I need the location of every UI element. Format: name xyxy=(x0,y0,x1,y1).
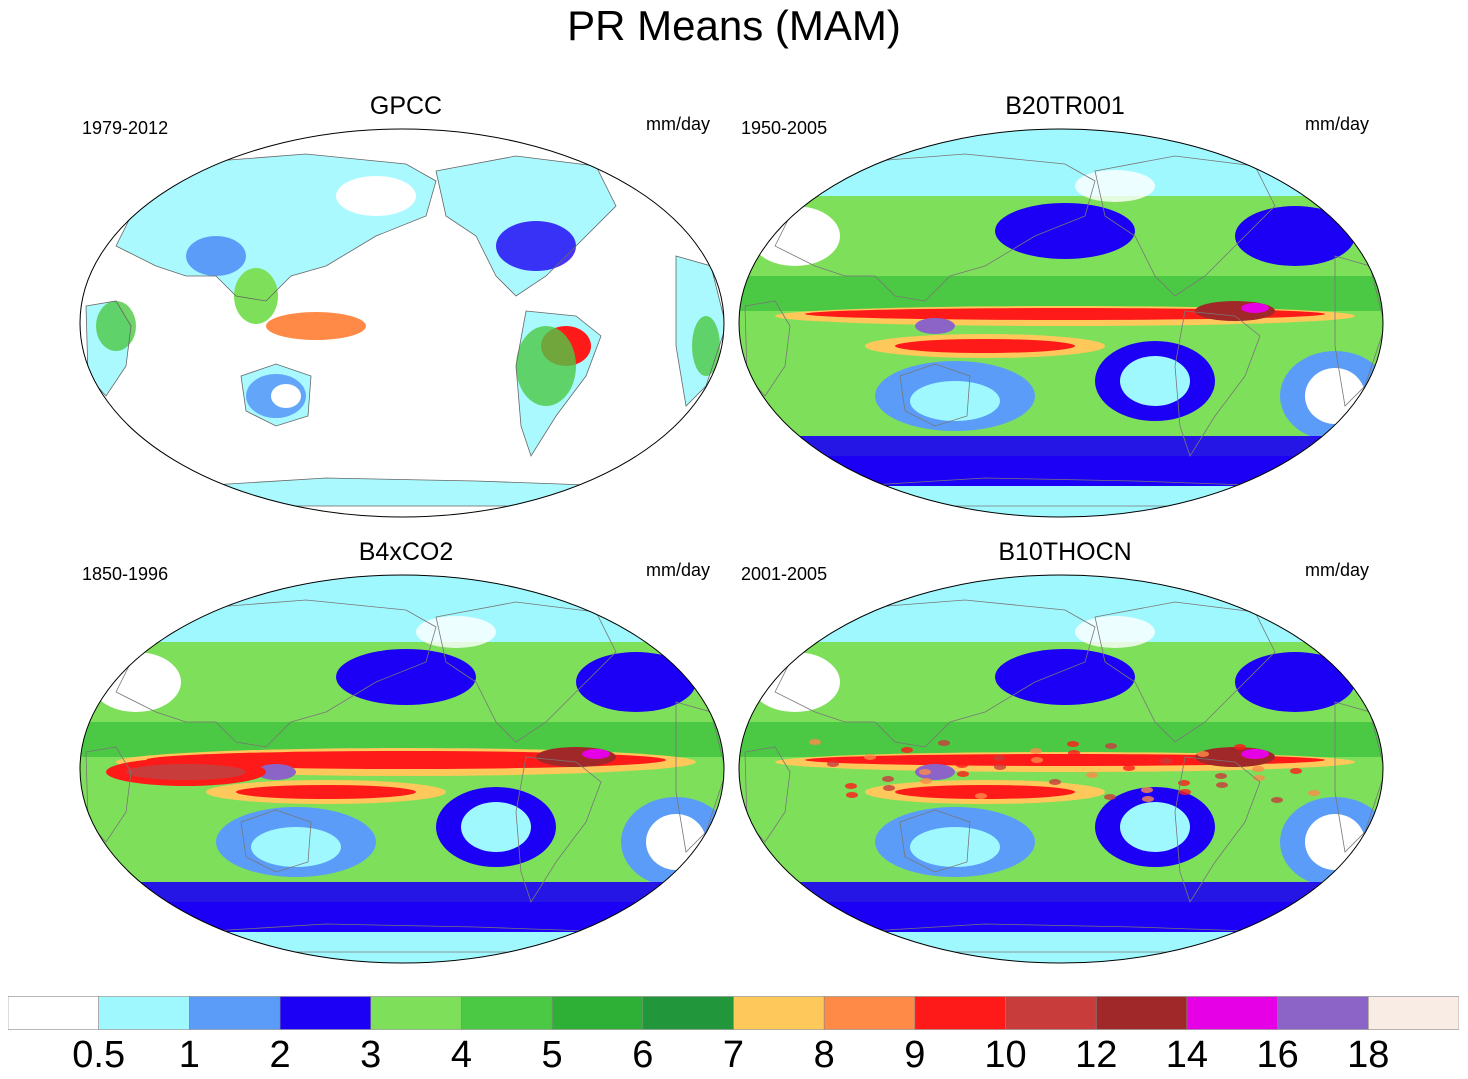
colorbar-segment xyxy=(1368,996,1459,1030)
colorbar-segment xyxy=(1186,996,1278,1030)
colorbar-segment xyxy=(823,996,916,1030)
colorbar-segment xyxy=(914,996,1006,1030)
colorbar-tick-label: 1 xyxy=(178,1034,200,1076)
colorbar-tick-label: 4 xyxy=(450,1034,473,1076)
panel-title: GPCC xyxy=(369,92,443,120)
colorbar-tick-label: 18 xyxy=(1347,1034,1390,1076)
colorbar-segment xyxy=(279,996,372,1030)
colorbar-segment xyxy=(189,996,281,1030)
panel-period: 1979-2012 xyxy=(82,118,169,138)
panel-units: mm/day xyxy=(1304,114,1369,134)
colorbar-segment xyxy=(370,996,462,1030)
colorbar-segment xyxy=(733,996,825,1030)
colorbar-segment xyxy=(1277,996,1369,1030)
precip-map xyxy=(79,128,725,518)
colorbar-segment xyxy=(98,996,190,1030)
map-panel-b4xco2: B4xCO2 1850-1996 mm/day xyxy=(76,538,736,964)
precip-map xyxy=(738,128,1384,518)
colorbar-tick-label: 14 xyxy=(1165,1034,1209,1076)
colorbar-tick-label: 3 xyxy=(360,1034,382,1076)
colorbar-tick-label: 16 xyxy=(1256,1034,1299,1076)
colorbar-segment xyxy=(8,996,99,1030)
colorbar-tick-label: 9 xyxy=(904,1034,926,1076)
colorbar-tick-label: 10 xyxy=(984,1034,1027,1076)
colorbar-segment xyxy=(1005,996,1097,1030)
map-panel-gpcc: GPCC 1979-2012 mm/day xyxy=(76,92,736,518)
colorbar-tick-label: 8 xyxy=(813,1034,835,1076)
map-panel-b20tr001: B20TR001 1950-2005 mm/day xyxy=(735,92,1395,518)
colorbar-tick-label: 6 xyxy=(632,1034,654,1076)
colorbar-segment xyxy=(461,996,553,1030)
colorbar-segment xyxy=(642,996,734,1030)
colorbar-tick-label: 0.5 xyxy=(72,1034,126,1076)
panel-title: B10THOCN xyxy=(998,538,1132,566)
colorbar-tick-label: 5 xyxy=(541,1034,563,1076)
colorbar-segment xyxy=(551,996,644,1030)
figure-title: PR Means (MAM) xyxy=(567,2,901,49)
panel-period: 1950-2005 xyxy=(741,118,828,138)
panel-period: 1850-1996 xyxy=(82,564,169,584)
panel-units: mm/day xyxy=(645,560,710,580)
colorbar-tick-label: 2 xyxy=(269,1034,291,1076)
panel-units: mm/day xyxy=(1304,560,1369,580)
colorbar xyxy=(8,996,1459,1030)
precip-map xyxy=(738,574,1384,964)
panel-period: 2001-2005 xyxy=(741,564,828,584)
panel-title: B20TR001 xyxy=(1005,92,1125,120)
panel-units: mm/day xyxy=(645,114,710,134)
panel-title: B4xCO2 xyxy=(358,538,454,566)
map-panel-b10thocn: B10THOCN 2001-2005 mm/day xyxy=(735,538,1395,964)
colorbar-segment xyxy=(1095,996,1188,1030)
colorbar-tick-label: 7 xyxy=(722,1034,745,1076)
precip-map xyxy=(79,574,725,964)
colorbar-tick-label: 12 xyxy=(1075,1034,1118,1076)
